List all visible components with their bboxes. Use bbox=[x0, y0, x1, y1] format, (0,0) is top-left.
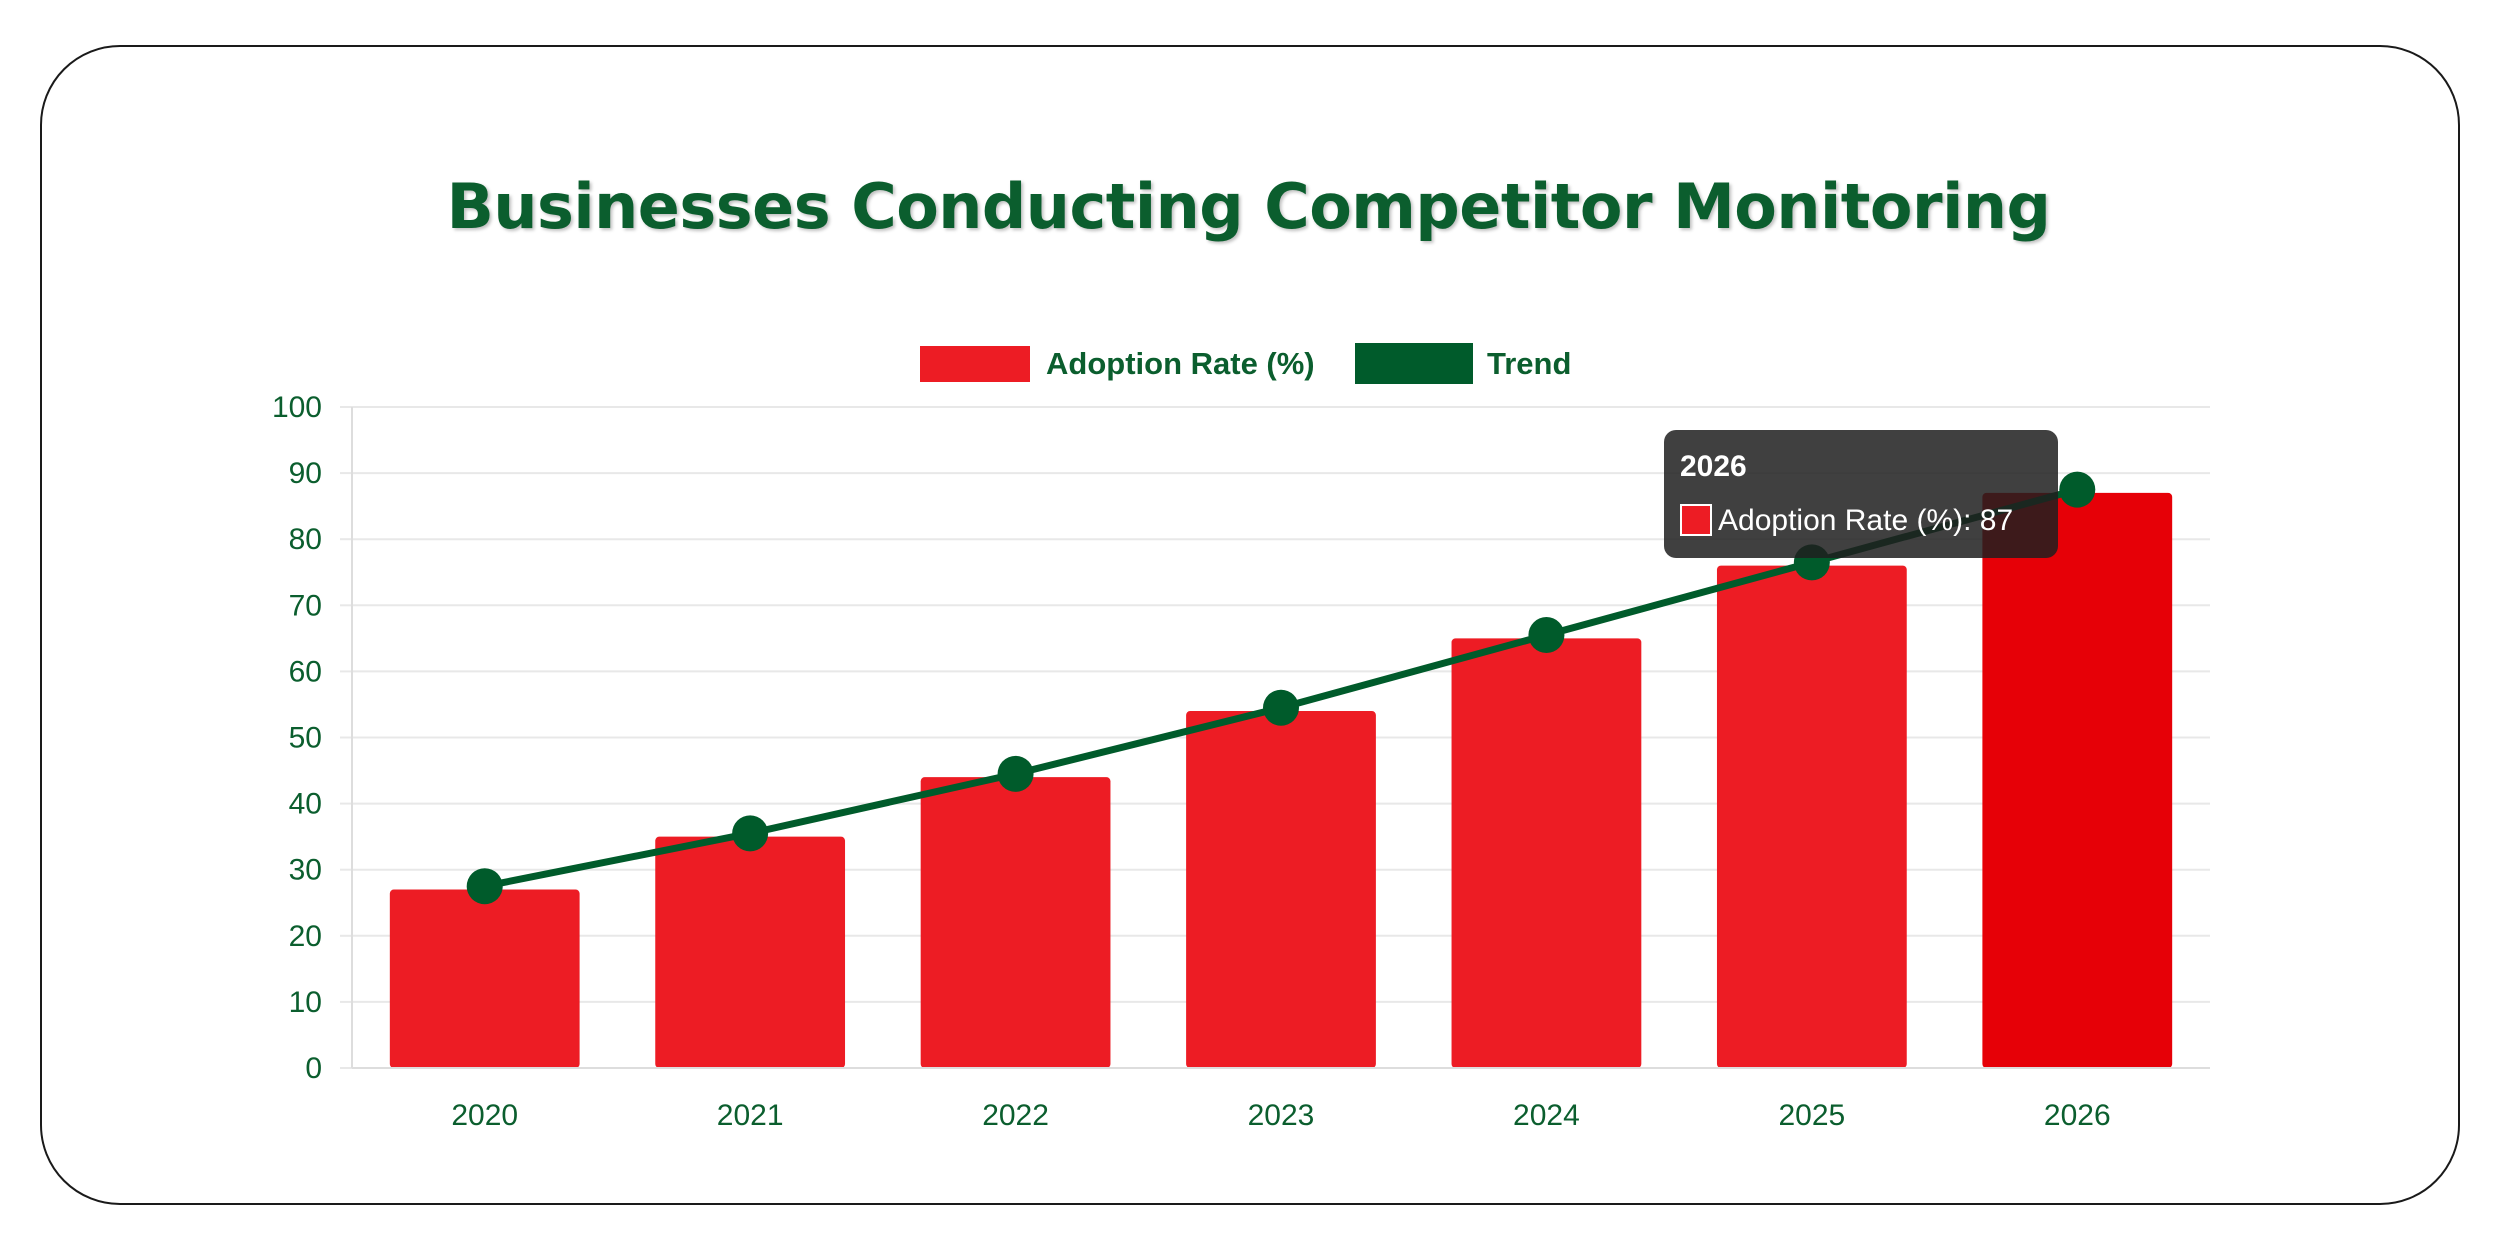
bar-2026[interactable] bbox=[1982, 492, 2173, 1068]
y-tick-label: 100 bbox=[272, 391, 322, 424]
y-tick-label: 80 bbox=[289, 523, 322, 556]
x-tick-label: 2020 bbox=[451, 1099, 518, 1132]
tooltip-label: Adoption Rate (%): 87 bbox=[1718, 504, 2013, 537]
trend-point-2020[interactable] bbox=[466, 868, 503, 905]
x-tick-label: 2023 bbox=[1248, 1099, 1315, 1132]
bar-2025[interactable] bbox=[1716, 565, 1907, 1068]
bar-2021[interactable] bbox=[655, 836, 846, 1068]
y-axis: 0 10 20 30 40 50 60 70 80 90 100 bbox=[272, 391, 322, 1085]
y-tick-label: 60 bbox=[289, 655, 322, 688]
y-tick-label: 70 bbox=[289, 589, 322, 622]
trend-series bbox=[466, 471, 2096, 905]
tooltip: 2026 Adoption Rate (%): 87 bbox=[1664, 430, 2058, 558]
trend-point-2023[interactable] bbox=[1263, 689, 1299, 726]
trend-point-2021[interactable] bbox=[732, 815, 769, 852]
tooltip-box bbox=[1664, 430, 2058, 558]
legend: Adoption Rate (%) Trend bbox=[920, 343, 1571, 384]
bar-2024[interactable] bbox=[1451, 638, 1642, 1068]
y-tick-label: 90 bbox=[289, 457, 322, 490]
x-tick-label: 2021 bbox=[717, 1099, 784, 1132]
chart-title: Businesses Conducting Competitor Monitor… bbox=[446, 170, 2051, 243]
y-tick-label: 20 bbox=[289, 920, 322, 953]
bar-2023[interactable] bbox=[1186, 711, 1376, 1068]
y-tick-label: 30 bbox=[289, 854, 322, 887]
trend-point-2024[interactable] bbox=[1528, 617, 1565, 654]
bar-2022[interactable] bbox=[920, 777, 1111, 1068]
legend-swatch-trend[interactable] bbox=[1355, 343, 1473, 384]
tooltip-swatch bbox=[1680, 504, 1712, 536]
legend-label-adoption-rate[interactable]: Adoption Rate (%) bbox=[1046, 346, 1315, 381]
y-tick-label: 0 bbox=[305, 1052, 322, 1085]
x-tick-label: 2025 bbox=[1778, 1099, 1845, 1132]
x-tick-label: 2022 bbox=[982, 1099, 1049, 1132]
y-tick-label: 50 bbox=[289, 722, 322, 755]
x-tick-label: 2026 bbox=[2044, 1099, 2111, 1132]
tooltip-title: 2026 bbox=[1680, 450, 1747, 483]
trend-point-2026[interactable] bbox=[2059, 471, 2096, 508]
bar-series bbox=[389, 492, 2173, 1068]
trend-point-2022[interactable] bbox=[997, 755, 1034, 792]
x-axis: 2020 2021 2022 2023 2024 2025 2026 bbox=[352, 1067, 2210, 1132]
x-tick-label: 2024 bbox=[1513, 1099, 1580, 1132]
bar-2020[interactable] bbox=[389, 889, 580, 1068]
legend-swatch-adoption-rate[interactable] bbox=[920, 346, 1030, 382]
y-tick-label: 40 bbox=[289, 788, 322, 821]
legend-label-trend[interactable]: Trend bbox=[1487, 346, 1571, 381]
y-tick-label: 10 bbox=[289, 986, 322, 1019]
